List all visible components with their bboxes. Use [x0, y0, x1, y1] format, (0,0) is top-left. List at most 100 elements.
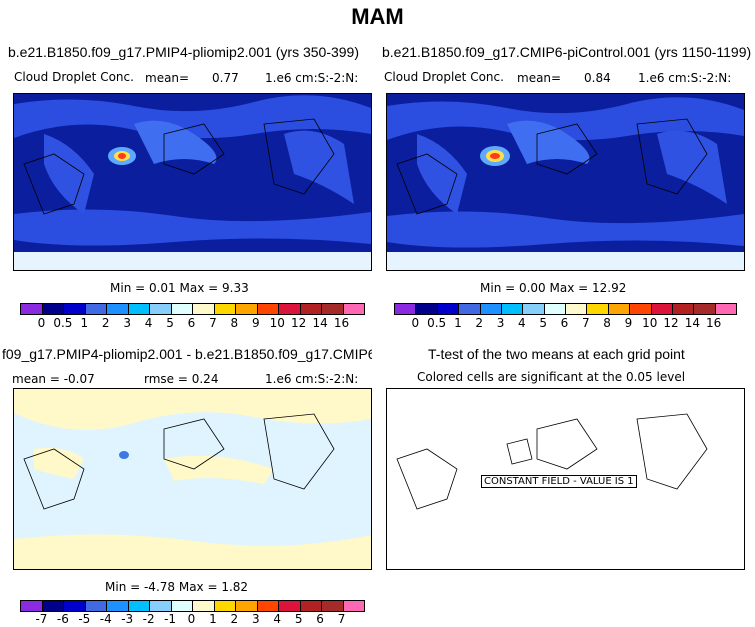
colorbar-swatch [257, 304, 279, 314]
mean-label-top-right: mean= [517, 71, 562, 85]
colorbar-tick-label: 0 [411, 316, 420, 330]
colorbar-tick-label: 0.5 [53, 316, 73, 330]
mean-label-top-left: mean= [145, 71, 190, 85]
mean-value-top-left: 0.77 [212, 71, 239, 85]
panel-title-top-left: b.e21.B1850.f09_g17.PMIP4-pliomip2.001 (… [8, 44, 359, 60]
map-top-right-graphic [387, 94, 744, 270]
colorbar-swatch [459, 304, 481, 314]
colorbar-bottom-left [20, 600, 365, 612]
colorbar-swatch [214, 601, 236, 611]
colorbar-tick-label: 7 [337, 612, 346, 626]
colorbar-tick-label: 10 [642, 316, 658, 330]
colorbar-tick-label: 2 [230, 612, 239, 626]
colorbar-swatch [64, 304, 86, 314]
mean-text-bottom-left: mean = -0.07 [12, 372, 95, 386]
colorbar-swatch [279, 304, 301, 314]
map-top-left [13, 93, 372, 271]
colorbar-swatch [171, 304, 193, 314]
colorbar-tick-label: -6 [56, 612, 69, 626]
colorbar-swatch [150, 601, 172, 611]
colorbar-tick-label: 9 [251, 316, 260, 330]
colorbar-swatch [343, 304, 364, 314]
colorbar-swatch [42, 601, 64, 611]
colorbar-ticks-bottom-left: -7 -6 -5 -4 -3 -2 -1 0 1 2 3 4 5 6 7 [20, 612, 363, 626]
figure-title: MAM [351, 4, 404, 29]
colorbar-swatch [566, 304, 588, 314]
colorbar-tick-label: -1 [164, 612, 177, 626]
mean-value-top-right: 0.84 [584, 71, 611, 85]
map-bottom-left [13, 388, 372, 570]
colorbar-tick-label: -2 [142, 612, 155, 626]
constant-field-label: CONSTANT FIELD - VALUE IS 1 [481, 475, 637, 488]
colorbar-tick-label: 1 [80, 316, 89, 330]
colorbar-swatch [300, 304, 322, 314]
colorbar-tick-label: 3 [251, 612, 260, 626]
rmse-text-bottom-left: rmse = 0.24 [144, 372, 219, 386]
colorbar-tick-label: -3 [121, 612, 134, 626]
colorbar-swatch [480, 304, 502, 314]
panel-subtitle-bottom-right: Colored cells are significant at the 0.0… [417, 370, 686, 384]
variable-label-top-right: Cloud Droplet Conc. [384, 70, 504, 84]
colorbar-swatch [416, 304, 438, 314]
stats-bottom-left: Min = -4.78 Max = 1.82 [105, 580, 249, 594]
colorbar-swatch [107, 304, 129, 314]
colorbar-swatch [322, 304, 344, 314]
colorbar-swatch [300, 601, 322, 611]
colorbar-tick-label: 9 [624, 316, 633, 330]
panel-title-bottom-left: f09_g17.PMIP4-pliomip2.001 - b.e21.B1850… [2, 346, 372, 362]
colorbar-tick-label: 5 [166, 316, 174, 330]
colorbar-tick-label: 14 [684, 316, 701, 330]
colorbar-swatch [672, 304, 695, 314]
colorbar-tick-label: 1 [454, 316, 462, 330]
colorbar-swatch [236, 601, 258, 611]
colorbar-tick-label: 3 [123, 316, 132, 330]
panel-title-top-right: b.e21.B1850.f09_g17.CMIP6-piControl.001 … [382, 44, 752, 60]
colorbar-tick-label: 8 [603, 316, 611, 330]
colorbar-swatch [107, 601, 129, 611]
stats-top-right: Min = 0.00 Max = 12.92 [480, 281, 627, 295]
colorbar-tick-label: -4 [99, 612, 112, 626]
colorbar-tick-label: 6 [187, 316, 196, 330]
colorbar-swatch [85, 304, 107, 314]
colorbar-tick-label: 12 [663, 316, 679, 330]
colorbar-tick-label: 16 [706, 316, 722, 330]
colorbar-swatch [651, 304, 673, 314]
colorbar-swatch [193, 304, 215, 314]
colorbar-tick-label: 12 [291, 316, 307, 330]
colorbar-swatch [21, 601, 43, 611]
colorbar-tick-label: 10 [269, 316, 285, 330]
map-top-right [386, 93, 745, 271]
colorbar-tick-label: 5 [294, 612, 303, 626]
colorbar-tick-label: 4 [273, 612, 282, 626]
colorbar-swatch [85, 601, 107, 611]
colorbar-tick-label: 2 [101, 316, 110, 330]
colorbar-swatch [343, 601, 364, 611]
colorbar-swatch [715, 304, 736, 314]
stats-top-left: Min = 0.01 Max = 9.33 [110, 281, 249, 295]
colorbar-swatch [322, 601, 344, 611]
colorbar-swatch [608, 304, 631, 314]
colorbar-swatch [214, 304, 236, 314]
units-top-right: 1.e6 cm:S:-2:N: [638, 71, 732, 85]
colorbar-tick-label: 6 [316, 612, 324, 626]
colorbar-tick-label: 14 [312, 316, 328, 330]
colorbar-swatch [42, 304, 64, 314]
colorbar-swatch [128, 601, 150, 611]
colorbar-tick-label: 0 [187, 612, 196, 626]
map-top-left-graphic [14, 94, 371, 270]
colorbar-swatch [395, 304, 417, 314]
colorbar-tick-label: -5 [78, 612, 91, 626]
units-top-left: 1.e6 cm:S:-2:N: [265, 71, 359, 85]
colorbar-swatch [587, 304, 609, 314]
colorbar-swatch [64, 601, 86, 611]
colorbar-tick-label: 6 [560, 316, 569, 330]
colorbar-tick-label: -7 [35, 612, 48, 626]
colorbar-swatch [694, 304, 716, 314]
panel-title-bottom-right: T-test of the two means at each grid poi… [428, 346, 685, 362]
colorbar-tick-label: 3 [496, 316, 505, 330]
colorbar-tick-label: 4 [518, 316, 526, 330]
colorbar-tick-label: 8 [230, 316, 239, 330]
colorbar-swatch [523, 304, 545, 314]
colorbar-swatch [21, 304, 43, 314]
colorbar-swatch [193, 601, 215, 611]
